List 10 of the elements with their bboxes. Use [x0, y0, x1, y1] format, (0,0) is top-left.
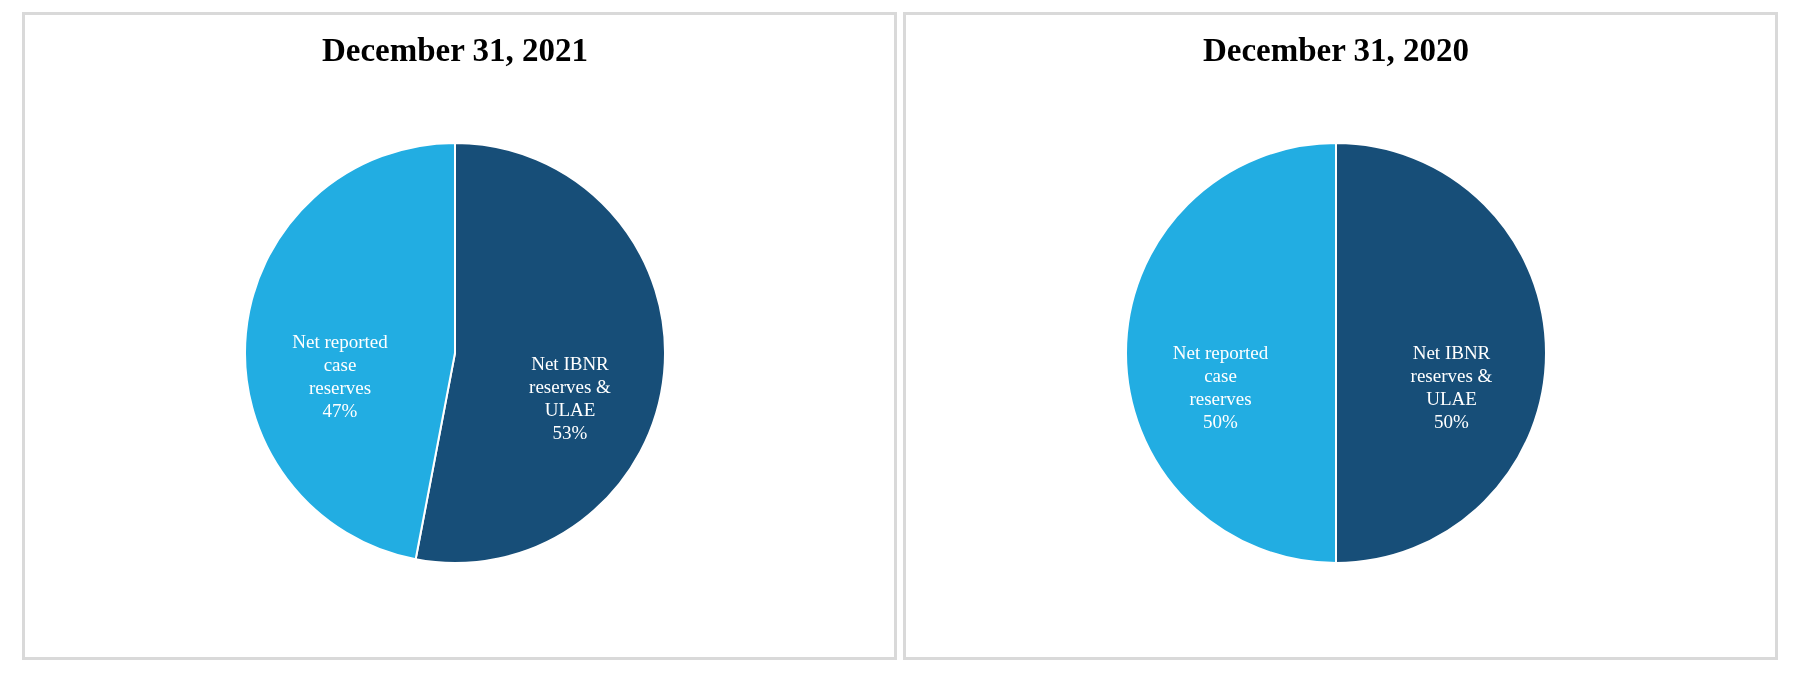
slice-label: Net reported case reserves	[1172, 342, 1269, 409]
data-label: 47%	[322, 400, 358, 422]
chart-title: December 31, 2020	[1202, 32, 1470, 68]
data-label: 53%	[552, 421, 588, 443]
chart-title: December 31, 2021	[321, 32, 589, 68]
slice-label: Net IBNR reserves & ULAE	[1410, 342, 1493, 409]
slice-label: Net reported case reserves	[292, 331, 389, 399]
data-label: 50%	[1203, 411, 1239, 432]
data-label: 50%	[1434, 411, 1470, 432]
slice-label: Net IBNR reserves & ULAE	[529, 352, 612, 420]
